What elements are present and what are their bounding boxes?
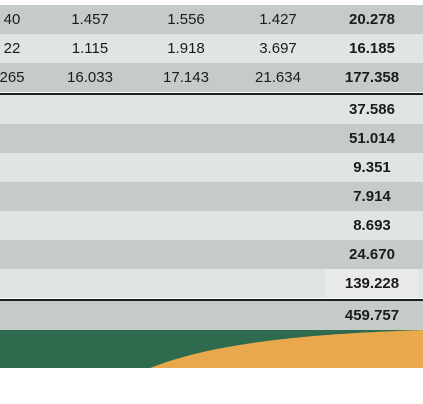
cell-col1: 265 <box>0 69 25 86</box>
cell-total: 177.358 <box>344 69 400 86</box>
table-row: 22 1.115 1.918 3.697 16.185 <box>0 34 423 63</box>
cell-total: 51.014 <box>349 130 395 147</box>
cell-total: 24.670 <box>349 246 395 263</box>
cell-total: 37.586 <box>349 101 395 118</box>
cell-col4: 1.427 <box>259 11 297 28</box>
cell-col1: 22 <box>3 40 21 57</box>
cell-total: 139.228 <box>326 269 418 298</box>
cell-total: 7.914 <box>353 188 391 205</box>
table-divider <box>0 93 423 95</box>
table-row: 139.228 <box>0 269 423 298</box>
table-row: 24.670 <box>0 240 423 269</box>
cell-col2: 1.457 <box>71 11 109 28</box>
cell-total: 9.351 <box>353 159 391 176</box>
table-row: 8.693 <box>0 211 423 240</box>
cell-total: 8.693 <box>353 217 391 234</box>
table-divider <box>0 299 423 301</box>
cell-col4: 21.634 <box>255 69 301 86</box>
cell-col4: 3.697 <box>259 40 297 57</box>
grand-total-value: 459.757 <box>344 307 400 324</box>
cell-col2: 16.033 <box>67 69 113 86</box>
cell-total: 16.185 <box>349 40 395 57</box>
cell-col3: 1.556 <box>167 11 205 28</box>
table-row: 37.586 <box>0 95 423 124</box>
table-row: 9.351 <box>0 153 423 182</box>
table-row: 7.914 <box>0 182 423 211</box>
cell-col1: 40 <box>3 11 21 28</box>
cell-col2: 1.115 <box>71 40 109 57</box>
footer-decoration <box>0 330 423 368</box>
grand-total-row: 459.757 <box>0 301 423 330</box>
table-row: 40 1.457 1.556 1.427 20.278 <box>0 5 423 34</box>
table-row: 51.014 <box>0 124 423 153</box>
footer-orange-curve <box>150 330 423 368</box>
cell-total: 20.278 <box>349 11 395 28</box>
table-row: 265 16.033 17.143 21.634 177.358 <box>0 63 423 92</box>
cell-col3: 1.918 <box>167 40 205 57</box>
cell-col3: 17.143 <box>163 69 209 86</box>
